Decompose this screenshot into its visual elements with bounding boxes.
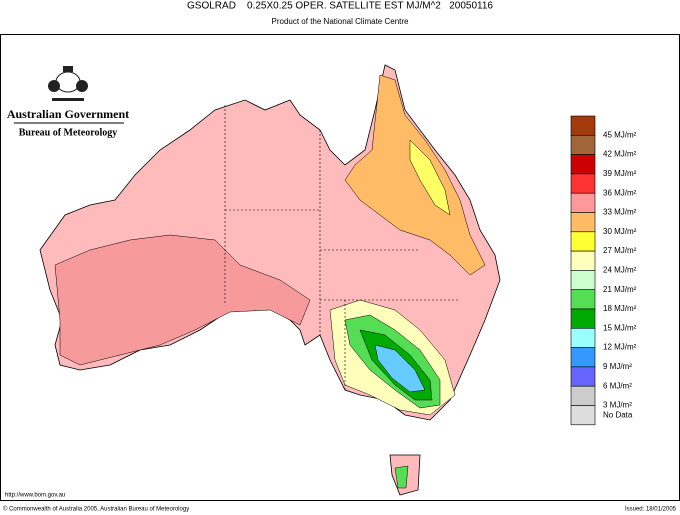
legend-label: 18 MJ/m² bbox=[603, 304, 637, 313]
southeast-cyan bbox=[374, 344, 426, 393]
legend: 45 MJ/m² 42 MJ/m² 39 MJ/m² 36 MJ/m² 33 MJ/m²… bbox=[570, 115, 637, 426]
legend-swatch bbox=[570, 405, 596, 426]
western-high bbox=[54, 234, 311, 366]
title: GSOLRAD 0.25X0.25 OPER. SATELLITE EST MJ… bbox=[187, 1, 493, 12]
legend-label: 3 MJ/m² bbox=[603, 401, 632, 410]
legend-swatch bbox=[570, 135, 596, 155]
legend-label: 12 MJ/m² bbox=[603, 343, 637, 352]
url: http://www.bom.gov.au bbox=[5, 493, 65, 499]
legend-label: 15 MJ/m² bbox=[603, 323, 637, 332]
legend-swatch bbox=[570, 308, 596, 329]
legend-swatch bbox=[570, 289, 596, 310]
eastern-orange bbox=[344, 74, 486, 276]
legend-swatch bbox=[570, 154, 596, 175]
legend-label: 45 MJ/m² bbox=[603, 130, 637, 139]
legend-no-data: No Data bbox=[603, 410, 633, 419]
legend-swatch bbox=[570, 192, 596, 213]
legend-swatch bbox=[570, 173, 596, 194]
legend-label: 33 MJ/m² bbox=[603, 208, 637, 217]
australia-map bbox=[39, 64, 501, 496]
subtitle: Product of the National Climate Centre bbox=[272, 17, 410, 26]
legend-swatch bbox=[570, 250, 596, 271]
legend-swatch bbox=[570, 385, 596, 406]
legend-swatch bbox=[570, 366, 596, 387]
issued: Issued: 18/01/2005 bbox=[625, 507, 677, 513]
legend-label: 39 MJ/m² bbox=[603, 169, 637, 178]
eastern-yellow bbox=[409, 139, 451, 216]
legend-swatch bbox=[570, 327, 596, 348]
legend-swatch bbox=[570, 231, 596, 252]
legend-label: 36 MJ/m² bbox=[603, 188, 637, 197]
legend-label: 6 MJ/m² bbox=[603, 381, 632, 390]
state-borders bbox=[224, 105, 460, 390]
legend-swatch bbox=[570, 212, 596, 233]
legend-swatch bbox=[570, 347, 596, 368]
tasmania-green bbox=[394, 465, 409, 489]
legend-label: 24 MJ/m² bbox=[603, 266, 637, 275]
legend-label: 30 MJ/m² bbox=[603, 227, 637, 236]
legend-label: 9 MJ/m² bbox=[603, 362, 632, 371]
logo-line1: Australian Government bbox=[7, 107, 129, 121]
legend-label: 27 MJ/m² bbox=[603, 246, 637, 255]
legend-label: 42 MJ/m² bbox=[603, 150, 637, 159]
copyright: © Commonwealth of Australia 2005, Austra… bbox=[3, 506, 189, 513]
legend-swatch bbox=[570, 115, 596, 136]
legend-swatch bbox=[570, 270, 596, 290]
legend-label: 21 MJ/m² bbox=[603, 285, 637, 294]
logo-line2: Bureau of Meteorology bbox=[19, 127, 118, 138]
crest bbox=[48, 66, 88, 101]
